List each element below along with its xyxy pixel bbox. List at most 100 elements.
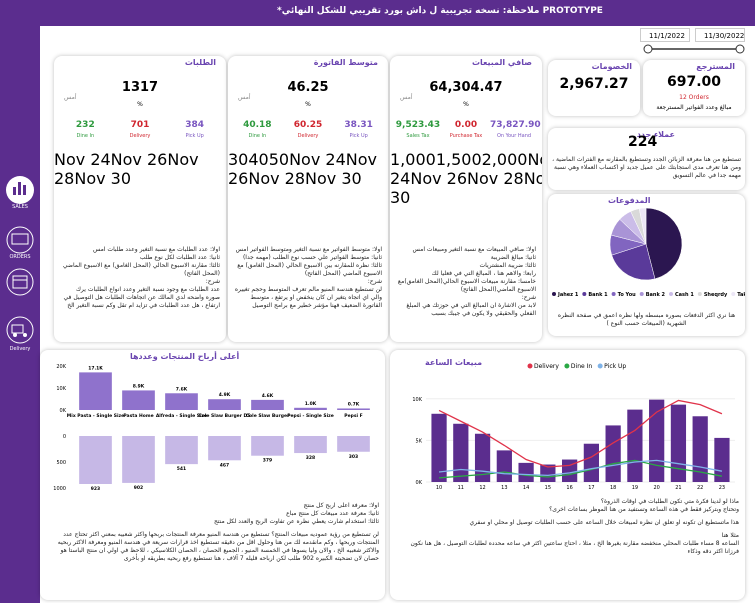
note-line: وتحتاج وبتركيز فقط في هذه الساعة وتستفيد… xyxy=(549,506,739,513)
value-label: 8.9K xyxy=(133,383,145,389)
x-tick-label: Nov 28 xyxy=(248,169,306,188)
legend-swatch xyxy=(582,292,587,296)
note-line: ثالثا: نظره للمقارنه بين الاسبوع الحالي … xyxy=(237,262,382,277)
x-tick-label: Nov 30 xyxy=(390,169,542,207)
x-tick-label: Pepsi F xyxy=(344,413,362,419)
bar xyxy=(540,464,556,482)
value-label: 902 xyxy=(134,485,143,491)
x-tick-label: 21 xyxy=(675,485,681,491)
legend-swatch xyxy=(597,363,603,369)
y-tick-label: 20K xyxy=(56,364,66,370)
note-line: ثانيا: متوسط الفواتير علي حسب نوع الطلب … xyxy=(242,254,382,261)
card-title: متوسط الفاتورة xyxy=(313,58,378,67)
legend-swatch xyxy=(639,292,644,296)
change-pct: % xyxy=(463,101,469,108)
hourly-chart: 0K 5K 10K 10 11 12 13 14 15 16 17 18 19 20 21 22 23 Deliv… xyxy=(412,363,735,491)
kpi-value: 224 xyxy=(628,134,658,150)
x-tick-label: 20 xyxy=(653,485,659,491)
bar xyxy=(518,462,534,482)
kpi-sub-label: Purchase Tax xyxy=(449,133,483,139)
legend-swatch xyxy=(564,363,570,369)
bar xyxy=(627,409,643,482)
kpi-sub-label: On Your Hand xyxy=(496,133,532,139)
icon[interactable] xyxy=(6,268,34,296)
notes: اولا: متوسط الفواتير مع نسبة التغير ومتو… xyxy=(234,246,382,310)
bar xyxy=(165,393,198,410)
kpi-sub-value: 38.31 xyxy=(344,120,373,130)
kpi-value: 46.25 xyxy=(287,80,329,95)
orders-count: 12 Orders xyxy=(679,94,709,101)
icon[interactable] xyxy=(6,226,34,254)
payments-card: المدفوعات Jahez 1 Bank 1 To You Bank 2 Cash … xyxy=(548,194,745,336)
kpi-sub-value: 40.18 xyxy=(243,120,272,130)
count-bar xyxy=(208,436,241,461)
kpi-sub-value: 0.00 xyxy=(454,120,478,130)
note-line: اولا: عدد الطلبات مع نسبة التغير وعدد طل… xyxy=(92,246,220,253)
note-line: لابد من الاشارة ان المبالغ التي في حوزتك… xyxy=(406,302,536,317)
category: Cole Slaw Burger DS xyxy=(199,413,251,419)
note-line: اولا: صافي المبيعات مع نسبة التغير ومبيع… xyxy=(412,246,536,253)
x-tick-label: 15 xyxy=(545,485,551,491)
bar xyxy=(474,433,491,482)
x-tick-label: Nov 30 xyxy=(74,169,132,188)
note-line: ماذا لو لدينا فكرة متي تكون الطلبات في ا… xyxy=(600,498,739,505)
x-tick-label: Nov 26 xyxy=(110,150,168,169)
legend-label: Taker | Online xyxy=(737,292,745,298)
x-tick-label: Nov 26 xyxy=(228,150,377,188)
legend-label: To You xyxy=(618,292,637,298)
x-tick-label: 19 xyxy=(632,485,638,491)
bar xyxy=(294,407,327,410)
legend-label: Pick Up xyxy=(604,363,626,370)
kpi-card: متوسط الفاتورة 46.25 أمس% 40.18 Dine In 60.25… xyxy=(228,56,388,342)
count-bar xyxy=(337,436,370,452)
pie-slice xyxy=(611,243,656,281)
x-tick-label: 14 xyxy=(523,485,529,491)
end-date[interactable]: 11/30/2022 xyxy=(695,28,745,42)
change-pct: % xyxy=(137,101,143,108)
pie-slice xyxy=(638,207,647,245)
bar xyxy=(670,404,687,482)
kpi-value: 2,967.27 xyxy=(559,76,629,92)
banner-text: *ملاحظة: نسخه تجريبية ل داش بورد تقريبي … xyxy=(277,6,603,16)
line xyxy=(438,459,723,476)
y-tick-label: 500 xyxy=(56,460,66,466)
start-date[interactable]: 11/1/2022 xyxy=(640,28,690,42)
icon[interactable] xyxy=(6,316,34,344)
returns-card: المسترجع 697.00 12 Orders مبالغ وعدد الف… xyxy=(643,60,745,116)
x-tick-label: 11 xyxy=(458,485,464,491)
note-line: مثلا هنا xyxy=(721,532,739,539)
note-line: عدد الطلبات مع وجود نسبة التغير وعدد انو… xyxy=(63,286,220,309)
x-tick-label: Cole Slaw Burger xyxy=(246,413,290,419)
x-tick-label: 16 xyxy=(566,485,572,491)
date-slider[interactable] xyxy=(640,42,748,56)
discounts-card: الخصومات 2,967.27 xyxy=(548,60,640,116)
note-line: شرح: xyxy=(521,294,536,301)
card-title: أعلى أرباح المنتجات وعددها xyxy=(130,352,240,361)
card-title: عملاء جدد xyxy=(636,130,675,139)
value-label: 4.6K xyxy=(262,393,274,399)
products-card: أعلى أرباح المنتجات وعددها 0K 10K 20K 0 500 1… xyxy=(40,350,385,600)
kpi-sub-value: 384 xyxy=(185,120,205,130)
products-chart: 0K 10K 20K 0 500 1000 17.1K Mix Pasta - Single … xyxy=(53,364,370,492)
x-tick-label: Nov 28 xyxy=(467,169,524,188)
caption: مبالغ وعدد الفواتير المسترجعة xyxy=(656,104,732,111)
value-label: 4.9K xyxy=(219,392,231,398)
value-label: 923 xyxy=(91,486,100,492)
x-tick-label: Nov 30 xyxy=(305,169,362,188)
x-tick-label: 13 xyxy=(501,485,507,491)
count-bar xyxy=(165,436,198,465)
kpi-value: 64,304.47 xyxy=(429,80,503,95)
bar xyxy=(431,413,447,482)
icon-label: ORDERS xyxy=(9,254,30,260)
count-bar xyxy=(122,436,155,483)
area-chart: 304050Nov 24Nov 26Nov 28Nov 30 xyxy=(228,150,388,188)
area-chart: 1,0001,5002,000Nov 24Nov 26Nov 28Nov 30 xyxy=(390,150,542,207)
value-label: 379 xyxy=(263,458,272,464)
card-title: الخصومات xyxy=(591,62,632,71)
x-tick-label: Cole Slaw Burger DS xyxy=(199,413,251,419)
hourly-card: مبيعات الساعة 0K 5K 10K 10 11 12 13 14 15 16 17 18 1… xyxy=(390,350,745,600)
kpi-sub-label: Delivery xyxy=(297,133,319,139)
note-line: ثالثا: ضريبة المشتريات xyxy=(479,262,537,269)
x-tick-label: Nov 24 xyxy=(390,150,542,188)
legend-label: Bank 1 xyxy=(588,292,608,298)
